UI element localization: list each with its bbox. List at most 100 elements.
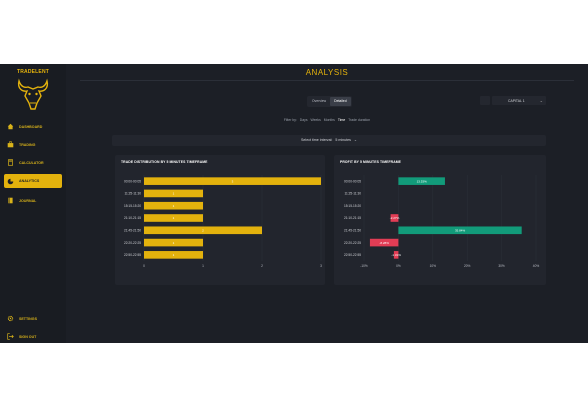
profit-chart: -10% 0% 10% 20% 30% 40% 00:00-00:05 13.53% 11:25… xyxy=(344,175,540,268)
data-label: -1.31% xyxy=(391,253,401,257)
data-label: -8.28% xyxy=(379,241,389,245)
interval-value: 5 minutes xyxy=(335,138,351,142)
sidebar-item-dashboard[interactable]: DASHBOARD xyxy=(4,121,62,132)
filter-option-time[interactable]: Time xyxy=(337,118,346,122)
sidebar-item-calculator[interactable]: CALCULATOR xyxy=(4,157,62,168)
y-tick-label: 00:00-00:05 xyxy=(344,179,361,183)
data-label: -2.27% xyxy=(390,216,400,220)
y-tick-label: 22:20-22:25 xyxy=(344,241,361,245)
view-toggle: Overview Detailed xyxy=(307,96,352,107)
sidebar-item-analytics[interactable]: ANALYTICS xyxy=(4,174,62,188)
data-label: 35.84% xyxy=(455,228,466,232)
data-label: 3 xyxy=(232,179,234,183)
y-tick-label: 21:45-21:50 xyxy=(124,228,141,232)
page-title: ANALYSIS xyxy=(305,68,349,77)
x-tick-label: 0 xyxy=(143,264,145,268)
data-label: 13.53% xyxy=(417,179,428,183)
bar xyxy=(144,238,203,247)
x-tick-label: 30% xyxy=(498,264,505,268)
data-label: 1 xyxy=(173,204,175,208)
chevron-down-icon: ⌄ xyxy=(539,98,543,103)
data-label: 1 xyxy=(173,253,175,257)
logo: TRADELENT xyxy=(13,69,53,115)
app-window: TRADELENT DASHBOARD TRADING CALCULATOR A… xyxy=(0,64,588,343)
y-tick-label: 15:15-15:20 xyxy=(344,204,361,208)
sidebar-item-label: SIGN OUT xyxy=(19,334,37,339)
sign-out-icon xyxy=(7,333,14,340)
y-tick-label: 00:00-00:05 xyxy=(124,179,141,183)
gear-icon xyxy=(7,315,14,322)
book-icon xyxy=(7,197,14,204)
logo-text: TRADELENT xyxy=(16,69,50,75)
filter-option-trade-duration[interactable]: Trade duration xyxy=(348,118,371,122)
x-tick-label: 20% xyxy=(464,264,471,268)
sidebar-item-label: CALCULATOR xyxy=(19,160,44,165)
x-tick-label: 1 xyxy=(202,264,204,268)
interval-bar: Select time interval: 5 minutes ⌄ xyxy=(112,135,546,146)
data-label: 1 xyxy=(173,216,175,220)
sidebar-item-journal[interactable]: JOURNAL xyxy=(4,195,62,206)
filter-option-weeks[interactable]: Weeks xyxy=(310,118,321,122)
y-tick-label: 22:20-22:25 xyxy=(124,241,141,245)
pie-chart-icon xyxy=(7,178,14,185)
bar xyxy=(398,226,522,235)
title-divider xyxy=(80,80,574,81)
bar xyxy=(144,251,203,259)
account-select[interactable]: CAPITAL 1 ⌄ xyxy=(492,96,546,105)
x-tick-label: 0% xyxy=(396,264,401,268)
interval-selector[interactable]: Select time interval: 5 minutes ⌄ xyxy=(112,138,546,142)
home-icon xyxy=(7,123,14,130)
y-tick-label: 21:45-21:50 xyxy=(344,228,361,232)
y-tick-label: 22:50-22:55 xyxy=(124,253,141,257)
bar xyxy=(369,238,399,247)
bar xyxy=(144,214,203,222)
sidebar-item-trading[interactable]: TRADING xyxy=(4,139,62,150)
data-label: 2 xyxy=(202,228,204,232)
bar xyxy=(398,177,445,185)
x-tick-label: 3 xyxy=(320,264,322,268)
filter-option-months[interactable]: Months xyxy=(323,118,335,122)
x-tick-label: 2 xyxy=(261,264,263,268)
bar xyxy=(393,251,399,259)
sidebar-item-settings[interactable]: SETTINGS xyxy=(4,313,62,324)
toggle-detailed[interactable]: Detailed xyxy=(330,97,351,106)
y-tick-label: 21:10-21:15 xyxy=(344,216,361,220)
sidebar: TRADELENT DASHBOARD TRADING CALCULATOR A… xyxy=(0,64,66,343)
filter-option-days[interactable]: Days xyxy=(299,118,308,122)
distribution-chart: 0 1 2 3 00:00-00:05 3 11:25-11:30 1 15:15-15:20 1… xyxy=(124,175,322,268)
account-filter-button[interactable] xyxy=(480,96,490,105)
interval-label: Select time interval: xyxy=(301,138,333,142)
chart-title: TRADE DISTRIBUTION BY 5 MINUTES TIMEFRAM… xyxy=(121,160,208,164)
sidebar-item-sign-out[interactable]: SIGN OUT xyxy=(4,331,62,342)
sidebar-item-label: JOURNAL xyxy=(19,198,37,203)
x-tick-label: 40% xyxy=(533,264,540,268)
sidebar-item-label: ANALYTICS xyxy=(19,179,40,183)
chart-panel-distribution: TRADE DISTRIBUTION BY 5 MINUTES TIMEFRAM… xyxy=(115,155,325,285)
bar xyxy=(144,201,203,210)
chart-panel-profit: PROFIT BY 5 MINUTES TIMEFRAME -10% 0% 10% 2… xyxy=(334,155,546,285)
y-tick-label: 11:25-11:30 xyxy=(124,192,141,196)
sidebar-item-label: TRADING xyxy=(19,142,36,147)
filter-label: Filter by: xyxy=(283,118,297,122)
chevron-down-icon: ⌄ xyxy=(353,138,357,142)
bar xyxy=(390,214,399,222)
briefcase-icon xyxy=(7,141,14,148)
bar xyxy=(144,189,203,198)
main-content: ANALYSIS Overview Detailed CAPITAL 1 ⌄ F… xyxy=(66,64,588,343)
data-label: 1 xyxy=(173,241,175,245)
x-tick-label: -10% xyxy=(360,264,368,268)
bull-logo-icon xyxy=(17,78,49,110)
calculator-icon xyxy=(7,159,14,166)
sidebar-item-label: DASHBOARD xyxy=(19,124,43,129)
bar xyxy=(144,226,262,235)
x-tick-label: 10% xyxy=(430,264,437,268)
y-tick-label: 11:25-11:30 xyxy=(344,192,361,196)
y-tick-label: 15:15-15:20 xyxy=(124,204,141,208)
data-label: 1 xyxy=(173,192,175,196)
toggle-overview[interactable]: Overview xyxy=(312,99,327,103)
bar xyxy=(144,177,321,185)
y-tick-label: 21:10-21:15 xyxy=(124,216,141,220)
sidebar-item-label: SETTINGS xyxy=(19,316,37,321)
chart-title: PROFIT BY 5 MINUTES TIMEFRAME xyxy=(340,160,402,164)
y-tick-label: 22:50-22:55 xyxy=(344,253,361,257)
